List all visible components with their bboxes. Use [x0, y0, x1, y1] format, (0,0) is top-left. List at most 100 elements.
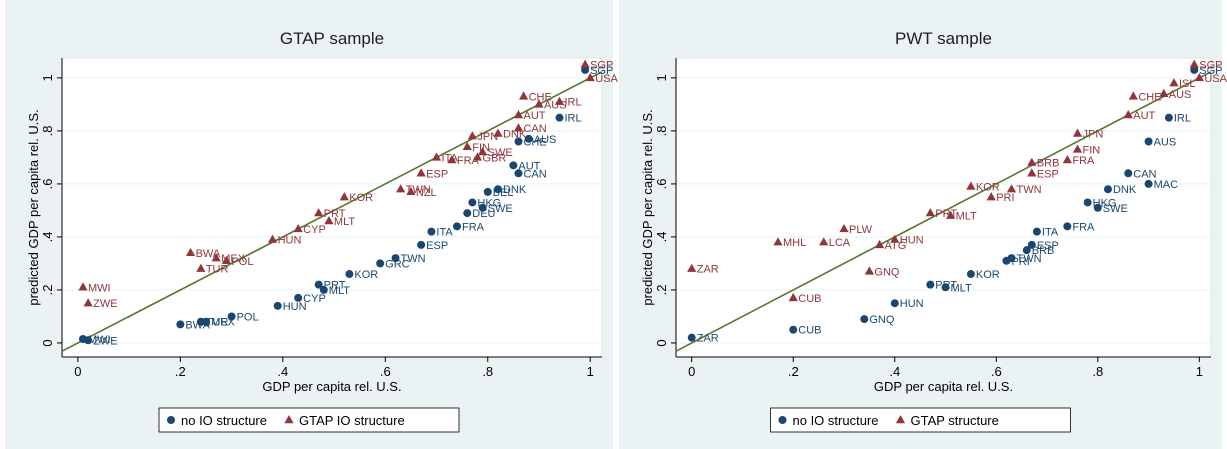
circle-marker	[581, 65, 590, 74]
triangle-marker	[874, 239, 885, 249]
point-label: SGP	[590, 60, 613, 72]
point-label: GBR	[483, 152, 507, 164]
triangle-marker	[339, 192, 349, 201]
circle-marker	[273, 301, 282, 310]
point-label: MLT	[956, 211, 977, 223]
circle-marker	[453, 222, 462, 231]
x-axis-label: GDP per capita rel. U.S.	[874, 379, 1013, 394]
triangle-marker	[819, 237, 829, 246]
x-tick-label: .4	[277, 364, 288, 379]
triangle-marker	[431, 152, 442, 161]
point-label: CHE	[1138, 91, 1161, 103]
point-label: AUS	[1154, 136, 1177, 148]
y-tick-label: .4	[654, 232, 669, 243]
circle-marker	[1124, 169, 1133, 178]
point-label: TUR	[206, 264, 229, 276]
x-axis-label: GDP per capita rel. U.S.	[262, 379, 401, 394]
point-label: MAC	[1154, 179, 1179, 191]
circle-marker	[84, 336, 93, 345]
point-label: MWI	[88, 334, 111, 346]
circle-marker	[1083, 198, 1092, 207]
point-label: KOR	[976, 269, 1000, 281]
point-label: IRL	[564, 113, 581, 125]
circle-marker	[376, 259, 385, 268]
triangle-marker	[1128, 91, 1138, 100]
point-label: GNQ	[869, 314, 895, 326]
point-label: ZAR	[697, 264, 719, 276]
point-label: ESP	[1037, 168, 1059, 180]
circle-marker	[314, 280, 323, 289]
point-label: MEX	[211, 317, 236, 329]
y-tick-label: 0	[654, 339, 669, 346]
point-label: BRB	[1032, 245, 1055, 257]
point-label: IRL	[564, 97, 581, 109]
circle-marker	[555, 113, 564, 122]
plot-area	[675, 57, 1212, 358]
triangle-marker	[221, 255, 232, 264]
triangle-marker	[519, 91, 529, 100]
circle-marker	[294, 293, 303, 302]
circle-marker	[1093, 203, 1102, 212]
triangle-marker	[211, 253, 221, 262]
circle-marker	[1103, 185, 1112, 194]
circle-marker	[687, 333, 696, 342]
triangle-marker	[554, 96, 565, 105]
y-tick-label: .8	[654, 125, 669, 136]
y-tick-label: .6	[40, 178, 55, 189]
triangle-marker	[864, 266, 874, 275]
triangle-marker	[416, 168, 426, 177]
legend-label: no IO structure	[181, 413, 267, 428]
point-label: ESP	[426, 168, 448, 180]
point-label: USA	[1204, 73, 1227, 85]
point-label: ITA	[442, 152, 459, 164]
circle-marker	[345, 270, 354, 279]
circle-marker	[227, 312, 236, 321]
point-label: KOR	[349, 192, 373, 204]
point-label: ITA	[436, 227, 453, 239]
x-tick-label: 1	[1196, 364, 1203, 379]
legend-box	[770, 407, 1071, 433]
point-label: CYP	[303, 224, 326, 236]
triangle-marker	[78, 282, 88, 291]
triangle-marker	[966, 181, 976, 190]
point-label: GNQ	[874, 266, 900, 278]
point-label: SGP	[1199, 65, 1222, 77]
triangle-marker	[788, 292, 798, 302]
point-label: ZWE	[93, 298, 117, 310]
circle-marker	[176, 320, 185, 329]
triangle-marker	[467, 131, 477, 140]
point-label: SWE	[488, 203, 513, 215]
legend-box	[158, 407, 460, 433]
point-label: SGP	[1199, 60, 1222, 72]
circle-marker	[789, 325, 798, 334]
x-tick-label: 0	[688, 364, 695, 379]
triangle-marker	[687, 263, 697, 272]
point-label: HUN	[283, 301, 307, 313]
diagonal-line	[61, 71, 603, 352]
triangle-marker	[462, 141, 472, 150]
point-label: AUT	[518, 160, 540, 172]
triangle-marker	[1062, 155, 1072, 164]
point-label: POL	[237, 311, 259, 323]
point-label: MLT	[334, 216, 355, 228]
point-label: DNK	[503, 129, 527, 141]
point-label: NZL	[416, 187, 437, 199]
circle-marker	[1144, 179, 1153, 188]
point-label: PLW	[849, 224, 873, 236]
y-tick-label: .2	[654, 285, 669, 296]
point-label: CYP	[303, 293, 326, 305]
diagonal-line	[675, 71, 1212, 352]
point-label: AUS	[1169, 89, 1192, 101]
triangle-marker	[986, 192, 996, 201]
point-label: TWN	[401, 253, 426, 265]
point-label: FIN	[1083, 144, 1101, 156]
point-label: LCA	[829, 237, 851, 249]
circle-marker	[391, 254, 400, 263]
point-label: ZAR	[697, 333, 719, 345]
x-tick-label: .6	[380, 364, 391, 379]
point-label: MHL	[783, 237, 806, 249]
triangle-marker	[1072, 144, 1083, 153]
circle-marker	[468, 198, 477, 207]
point-label: ITA	[1042, 227, 1059, 239]
circle-marker	[493, 185, 502, 194]
